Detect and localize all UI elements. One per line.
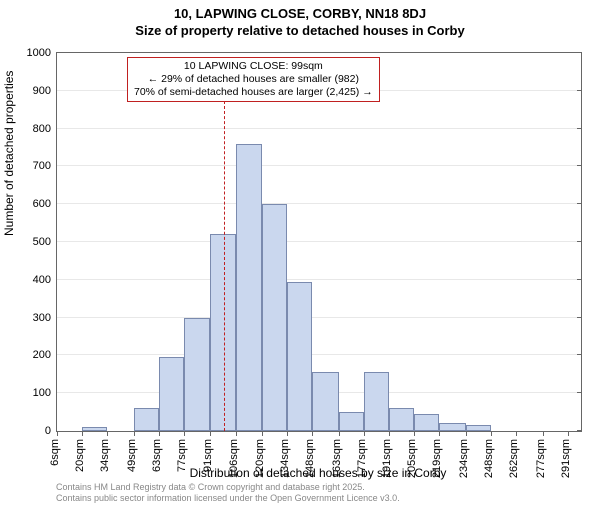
ytick-label: 100 bbox=[33, 387, 57, 399]
xtick-mark bbox=[312, 431, 313, 436]
plot-area: 010020030040050060070080090010006sqm20sq… bbox=[56, 52, 582, 432]
ytick-mark bbox=[577, 203, 582, 204]
histogram-bar bbox=[287, 282, 312, 431]
histogram-bar bbox=[312, 372, 339, 431]
histogram-bar bbox=[339, 412, 364, 431]
xtick-mark bbox=[262, 431, 263, 436]
ytick-mark bbox=[577, 90, 582, 91]
xtick-mark bbox=[236, 431, 237, 436]
histogram-bar bbox=[82, 427, 107, 431]
ytick-label: 500 bbox=[33, 236, 57, 248]
xtick-mark bbox=[287, 431, 288, 436]
xtick-mark bbox=[543, 431, 544, 436]
ytick-label: 900 bbox=[33, 85, 57, 97]
ytick-label: 600 bbox=[33, 198, 57, 210]
histogram-bar bbox=[262, 204, 287, 431]
gridline bbox=[57, 241, 581, 242]
xtick-mark bbox=[439, 431, 440, 436]
xtick-mark bbox=[516, 431, 517, 436]
xtick-mark bbox=[364, 431, 365, 436]
xtick-mark bbox=[210, 431, 211, 436]
title-sub: Size of property relative to detached ho… bbox=[0, 23, 600, 38]
ytick-label: 300 bbox=[33, 312, 57, 324]
ytick-label: 700 bbox=[33, 160, 57, 172]
ytick-mark bbox=[577, 392, 582, 393]
ytick-mark bbox=[577, 241, 582, 242]
info-line-3: 70% of semi-detached houses are larger (… bbox=[134, 86, 373, 99]
ytick-mark bbox=[577, 430, 582, 431]
info-line-2: ← 29% of detached houses are smaller (98… bbox=[134, 73, 373, 86]
ytick-mark bbox=[577, 354, 582, 355]
xtick-mark bbox=[339, 431, 340, 436]
ytick-label: 400 bbox=[33, 274, 57, 286]
ytick-label: 0 bbox=[45, 425, 57, 437]
footer-line-1: Contains HM Land Registry data © Crown c… bbox=[56, 482, 400, 493]
xtick-mark bbox=[57, 431, 58, 436]
ytick-mark bbox=[577, 317, 582, 318]
ytick-label: 200 bbox=[33, 349, 57, 361]
gridline bbox=[57, 317, 581, 318]
title-main: 10, LAPWING CLOSE, CORBY, NN18 8DJ bbox=[0, 6, 600, 21]
xtick-mark bbox=[107, 431, 108, 436]
property-marker-line bbox=[224, 101, 225, 431]
xtick-mark bbox=[389, 431, 390, 436]
ytick-mark bbox=[577, 165, 582, 166]
gridline bbox=[57, 165, 581, 166]
chart-container: 10, LAPWING CLOSE, CORBY, NN18 8DJ Size … bbox=[0, 6, 600, 506]
footer-line-2: Contains public sector information licen… bbox=[56, 493, 400, 504]
xtick-mark bbox=[466, 431, 467, 436]
footer-attribution: Contains HM Land Registry data © Crown c… bbox=[56, 482, 400, 504]
info-line-1: 10 LAPWING CLOSE: 99sqm bbox=[134, 60, 373, 73]
histogram-bar bbox=[184, 318, 209, 431]
ytick-label: 1000 bbox=[27, 47, 57, 59]
info-box: 10 LAPWING CLOSE: 99sqm← 29% of detached… bbox=[127, 57, 380, 102]
xtick-mark bbox=[82, 431, 83, 436]
x-axis-label: Distribution of detached houses by size … bbox=[56, 466, 580, 480]
xtick-mark bbox=[159, 431, 160, 436]
histogram-bar bbox=[466, 425, 491, 431]
histogram-bar bbox=[364, 372, 389, 431]
ytick-label: 800 bbox=[33, 123, 57, 135]
histogram-bar bbox=[439, 423, 466, 431]
xtick-mark bbox=[491, 431, 492, 436]
xtick-mark bbox=[568, 431, 569, 436]
histogram-bar bbox=[414, 414, 439, 431]
ytick-mark bbox=[577, 279, 582, 280]
ytick-mark bbox=[577, 128, 582, 129]
histogram-bar bbox=[236, 144, 261, 431]
xtick-label: 6sqm bbox=[49, 439, 61, 466]
histogram-bar bbox=[159, 357, 184, 431]
ytick-mark bbox=[577, 52, 582, 53]
xtick-mark bbox=[134, 431, 135, 436]
gridline bbox=[57, 279, 581, 280]
xtick-mark bbox=[414, 431, 415, 436]
histogram-bar bbox=[389, 408, 414, 431]
xtick-mark bbox=[184, 431, 185, 436]
histogram-bar bbox=[134, 408, 159, 431]
gridline bbox=[57, 354, 581, 355]
gridline bbox=[57, 128, 581, 129]
gridline bbox=[57, 203, 581, 204]
y-axis-label: Number of detached properties bbox=[2, 71, 16, 236]
